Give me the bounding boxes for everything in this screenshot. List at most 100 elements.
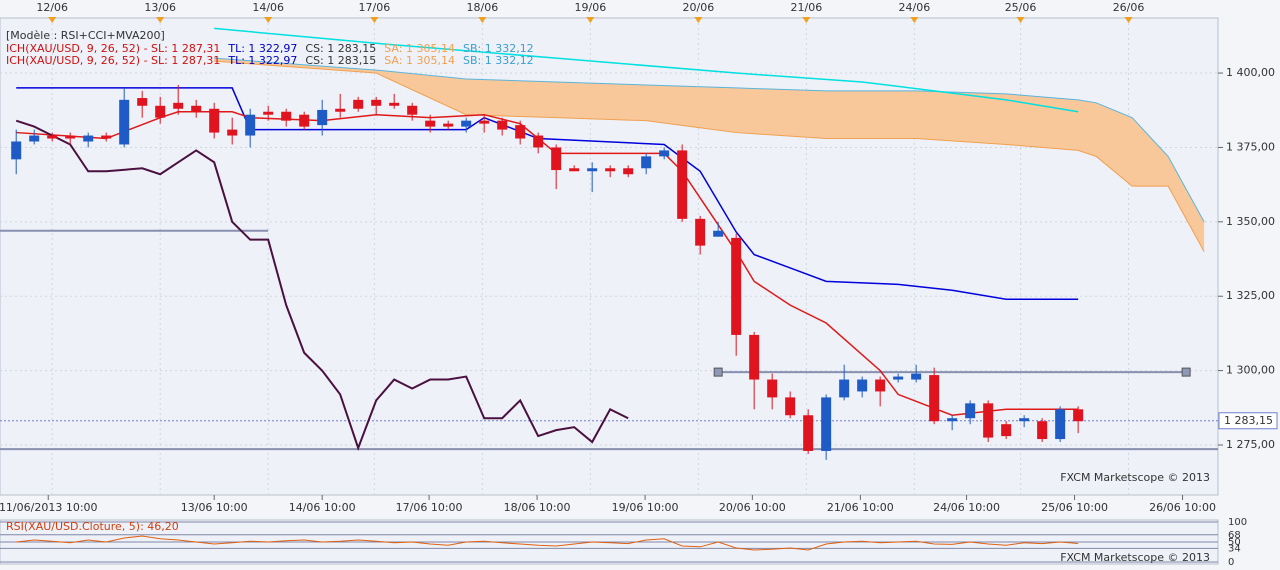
top-date-label: 14/06: [252, 1, 284, 14]
x-tick-label: 20/06 10:00: [719, 501, 786, 514]
top-date-label: 25/06: [1005, 1, 1037, 14]
candle-body: [623, 168, 634, 175]
tick-marker: [586, 17, 595, 23]
tick-marker: [910, 17, 919, 23]
candle-body: [155, 105, 166, 118]
candle-body: [533, 135, 544, 148]
candle-body: [353, 99, 364, 109]
top-date-label: 13/06: [144, 1, 176, 14]
x-tick-label: 14/06 10:00: [289, 501, 356, 514]
y-tick-label: 1 325,00: [1226, 289, 1275, 302]
y-tick-label: 1 400,00: [1226, 66, 1275, 79]
last-price-label: 1 283,15: [1224, 414, 1273, 427]
candle-body: [425, 120, 436, 127]
candle-body: [479, 120, 490, 124]
legend-item: SB: 1 332,12: [463, 42, 534, 55]
candle-body: [659, 150, 670, 157]
x-tick-label: 18/06 10:00: [504, 501, 571, 514]
candle-body: [1055, 409, 1066, 440]
y-tick-label: 1 350,00: [1226, 215, 1275, 228]
candle-body: [245, 114, 256, 136]
tick-marker: [694, 17, 703, 23]
legend-item: SA: 1 305,14: [384, 54, 455, 67]
top-date-label: 21/06: [791, 1, 823, 14]
tick-marker: [370, 17, 379, 23]
legend-item: ICH(XAU/USD, 9, 26, 52) - SL: 1 287,31: [6, 54, 220, 67]
cloud-edge: [214, 57, 1205, 223]
last-price-box: [1218, 412, 1278, 430]
candle-body: [407, 105, 418, 115]
legend-item: CS: 1 283,15: [305, 54, 376, 67]
candle-body: [29, 135, 40, 142]
candle-body: [191, 105, 202, 112]
candle-body: [11, 141, 22, 160]
indicator-line: [214, 27, 1079, 113]
candle-body: [119, 99, 130, 145]
tick-marker: [802, 17, 811, 23]
y-tick-label: 1 275,00: [1226, 438, 1275, 451]
top-date-label: 24/06: [899, 1, 931, 14]
candle-body: [929, 375, 940, 422]
x-tick-label: 26/06 10:00: [1149, 501, 1216, 514]
candle-body: [101, 135, 112, 139]
candle-body: [857, 379, 868, 392]
candle-body: [371, 99, 382, 106]
candle-body: [551, 147, 562, 171]
top-date-label: 12/06: [36, 1, 68, 14]
y-tick-label: 1 300,00: [1226, 364, 1275, 377]
watermark: FXCM Marketscope © 2013: [1060, 551, 1210, 564]
candle-body: [443, 123, 454, 127]
candle-body: [1073, 409, 1084, 422]
candle-body: [389, 102, 400, 106]
top-date-label: 20/06: [683, 1, 715, 14]
candle-body: [263, 111, 274, 115]
legend-item: ICH(XAU/USD, 9, 26, 52) - SL: 1 287,31: [6, 42, 220, 55]
tick-marker: [1016, 17, 1025, 23]
indicator-line: [15, 119, 629, 451]
candle-body: [1037, 421, 1048, 440]
line-handle: [713, 367, 723, 377]
rsi-line: [16, 535, 1079, 551]
rsi-tick-label: 50: [1228, 537, 1241, 548]
legend-item: CS: 1 283,15: [305, 42, 376, 55]
candle-body: [821, 397, 832, 451]
x-tick-label: 13/06 10:00: [181, 501, 248, 514]
rsi-tick-label: 100: [1228, 517, 1247, 528]
x-tick-label: 17/06 10:00: [396, 501, 463, 514]
legend-item: SB: 1 332,12: [463, 54, 534, 67]
candle-body: [767, 379, 778, 398]
y-tick-label: 1 375,00: [1226, 140, 1275, 153]
legend-item: SA: 1 305,14: [384, 42, 455, 55]
candle-body: [605, 168, 616, 172]
candle-body: [137, 98, 148, 106]
candle-body: [875, 379, 886, 392]
cloud: [214, 58, 1205, 252]
candle-body: [893, 376, 904, 380]
candle-body: [335, 108, 346, 112]
candle-body: [65, 135, 76, 139]
main-plot: [0, 18, 1218, 495]
tick-marker: [156, 17, 165, 23]
candle-body: [911, 373, 922, 380]
candle-body: [173, 102, 184, 109]
indicator-line: [16, 87, 1079, 300]
candle-body: [497, 120, 508, 130]
x-tick-label: 19/06 10:00: [612, 501, 679, 514]
legend-item: TL: 1 322,97: [227, 42, 297, 55]
rsi-title: RSI(XAU/USD.Cloture, 5): 46,20: [6, 520, 179, 533]
tick-marker: [1124, 17, 1133, 23]
candle-body: [713, 230, 724, 237]
x-tick-label: 24/06 10:00: [933, 501, 1000, 514]
candle-body: [839, 379, 850, 398]
candle-body: [677, 150, 688, 219]
top-date-label: 18/06: [467, 1, 499, 14]
candle-body: [641, 156, 652, 169]
candle-body: [47, 135, 58, 139]
watermark: FXCM Marketscope © 2013: [1060, 471, 1210, 484]
candle-body: [965, 403, 976, 419]
candle-body: [587, 168, 598, 172]
candle-body: [461, 120, 472, 127]
candle-body: [227, 129, 238, 136]
